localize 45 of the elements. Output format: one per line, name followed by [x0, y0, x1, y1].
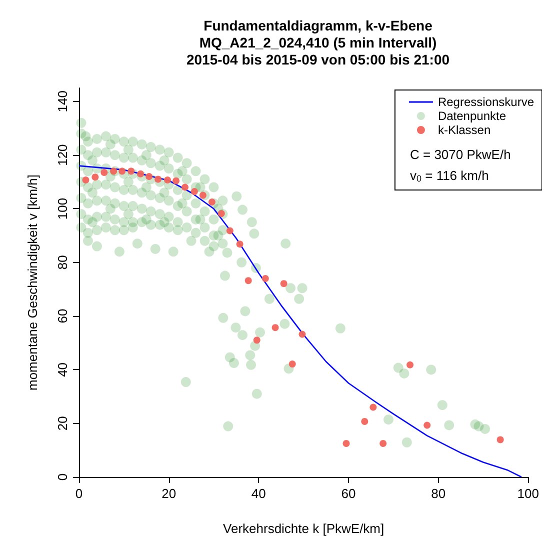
- x-tick-label: 20: [162, 486, 176, 501]
- point: [244, 277, 252, 284]
- y-tick-label: 100: [55, 198, 70, 220]
- point: [361, 418, 368, 425]
- point: [172, 177, 180, 184]
- point: [262, 274, 269, 282]
- legend-label: Datenpunkte: [438, 109, 506, 123]
- point: [298, 330, 306, 338]
- point: [496, 436, 504, 444]
- point: [92, 174, 99, 181]
- chart-title: Fundamentaldiagramm, k-v-Ebene MQ_A21_2_024,410 (5 min Intervall) 2015-04 bis 2015-09 von 05:00 bis 21:00: [186, 18, 450, 68]
- point: [190, 188, 198, 196]
- point: [342, 440, 350, 447]
- point: [406, 361, 414, 368]
- point: [280, 280, 288, 288]
- y-tick-label: 120: [55, 144, 70, 166]
- point: [208, 198, 216, 206]
- legend-label: Regressionskurve: [438, 95, 534, 109]
- x-tick-label: 0: [75, 486, 83, 501]
- legend-label: k-Klassen: [438, 123, 491, 137]
- point: [226, 227, 234, 234]
- point: [199, 192, 206, 199]
- y-tick-label: 140: [55, 90, 70, 112]
- y-tick-label: 40: [55, 362, 70, 377]
- x-tick-label: 60: [341, 486, 356, 501]
- y-tick-label: 80: [55, 255, 70, 270]
- x-tick-label: 40: [251, 486, 266, 501]
- point: [128, 168, 135, 175]
- y-tick-label: 60: [55, 308, 70, 324]
- point: [424, 422, 431, 429]
- x-tick-label: 100: [517, 486, 540, 501]
- point: [236, 240, 244, 248]
- point: [380, 440, 387, 447]
- point: [272, 324, 279, 332]
- y-tick-label: 20: [55, 416, 70, 431]
- annotation: C = 3070 PkwE/h: [410, 147, 511, 162]
- y-tick-label: 0: [55, 473, 70, 481]
- point: [146, 173, 153, 180]
- point: [154, 176, 162, 183]
- point: [182, 184, 188, 191]
- x-tick-label: 80: [431, 486, 446, 501]
- point: [370, 404, 377, 411]
- point: [118, 168, 126, 175]
- x-axis-title: Verkehrsdichte k [PkwE/km]: [223, 521, 384, 536]
- y-axis-title: momentane Geschwindigkeit v [km/h]: [25, 174, 40, 391]
